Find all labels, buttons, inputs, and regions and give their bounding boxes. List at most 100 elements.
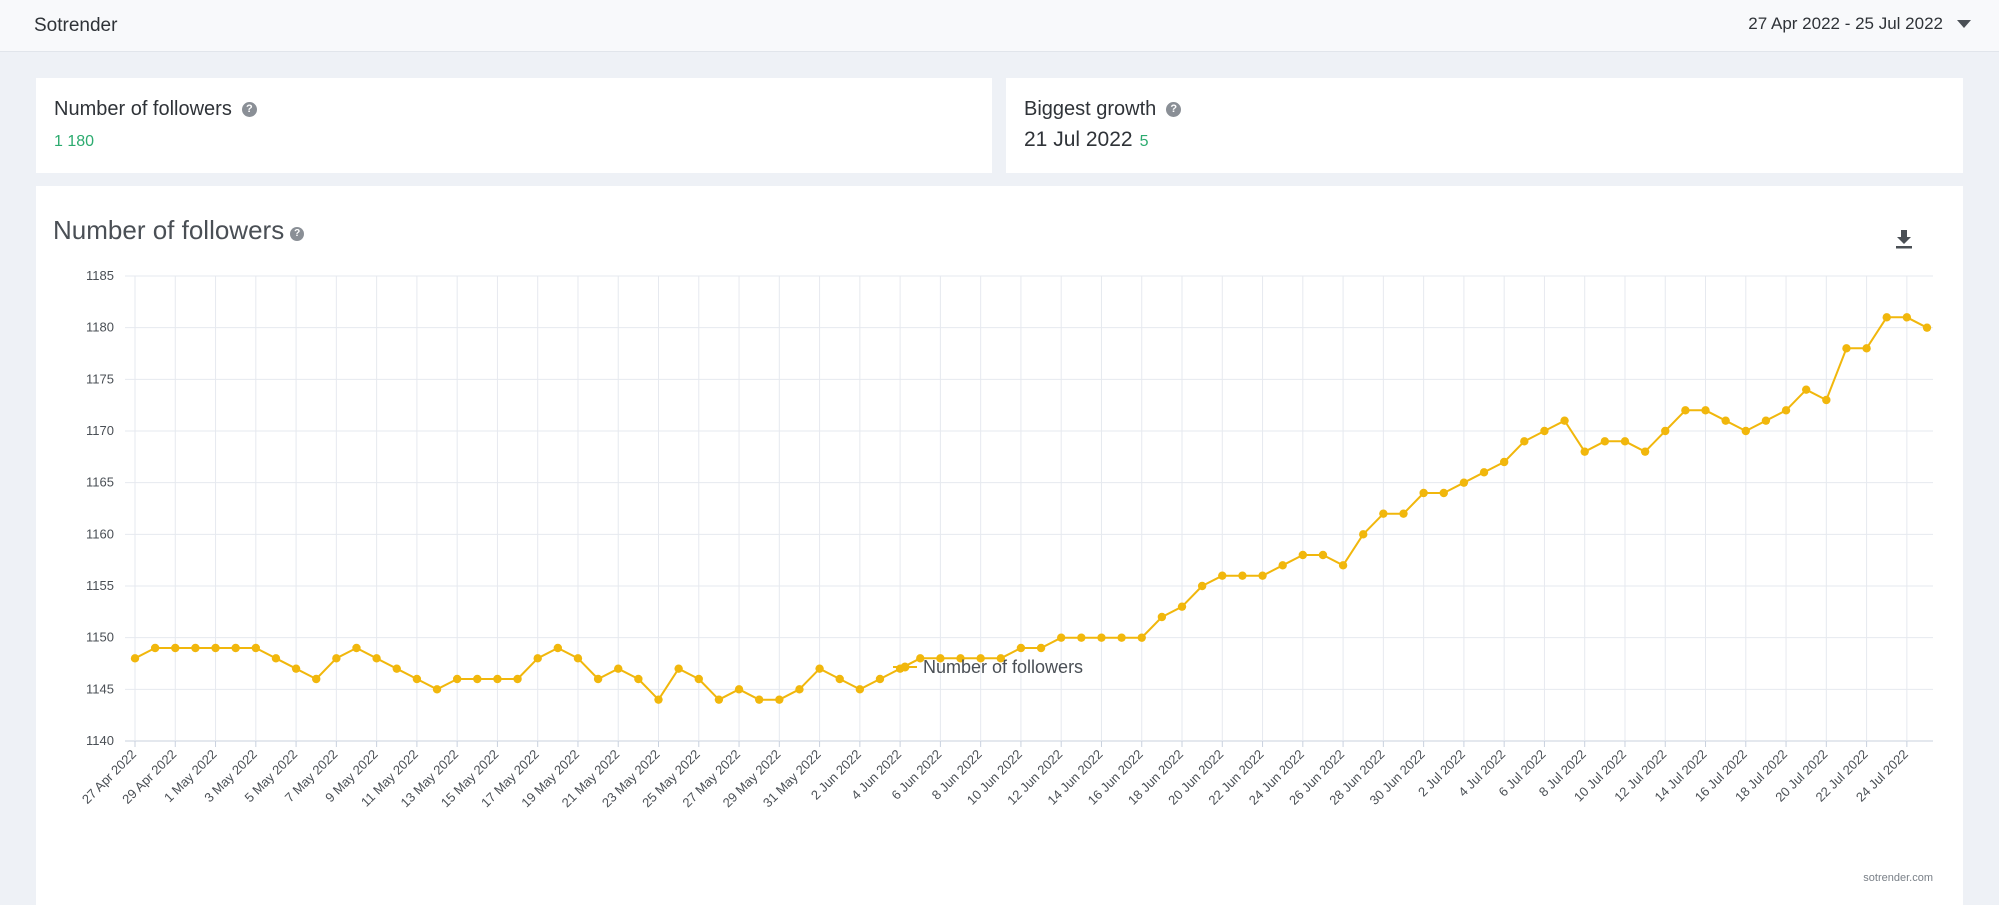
data-point bbox=[1640, 447, 1650, 456]
data-point bbox=[191, 643, 200, 653]
data-point bbox=[1238, 571, 1247, 580]
data-point bbox=[1560, 416, 1569, 425]
data-point bbox=[1721, 416, 1730, 425]
data-point bbox=[1439, 488, 1448, 498]
data-point bbox=[312, 674, 321, 684]
date-range-label: 27 Apr 2022 - 25 Jul 2022 bbox=[1748, 14, 1943, 33]
data-point bbox=[231, 643, 240, 653]
y-tick-label: 1150 bbox=[86, 630, 114, 645]
data-point bbox=[1842, 344, 1851, 353]
chart-title: Number of followers bbox=[53, 215, 285, 245]
data-point bbox=[1761, 416, 1771, 425]
data-point bbox=[1379, 509, 1388, 518]
data-point bbox=[1701, 406, 1710, 415]
data-point bbox=[1338, 561, 1348, 570]
data-point bbox=[573, 654, 583, 663]
data-point bbox=[1580, 447, 1589, 456]
data-point bbox=[352, 643, 361, 653]
y-tick-label: 1155 bbox=[86, 578, 114, 593]
data-point bbox=[1057, 633, 1066, 642]
data-point bbox=[1298, 550, 1308, 560]
data-point bbox=[1137, 633, 1146, 642]
data-point bbox=[855, 685, 865, 694]
data-point bbox=[694, 674, 703, 684]
data-point bbox=[150, 643, 160, 653]
data-point bbox=[1600, 437, 1610, 446]
data-point bbox=[734, 685, 744, 694]
data-point bbox=[332, 654, 341, 663]
data-point bbox=[1117, 633, 1126, 642]
growth-stat-title: Biggest growth bbox=[1024, 98, 1157, 120]
y-tick-label: 1160 bbox=[86, 526, 114, 541]
top-bar: Sotrender 27 Apr 2022 - 25 Jul 2022 bbox=[0, 0, 1999, 52]
growth-delta: 5 bbox=[1139, 133, 1149, 150]
data-point bbox=[171, 643, 180, 653]
data-point bbox=[1419, 488, 1428, 498]
data-point bbox=[130, 654, 140, 663]
followers-line-chart: 1140 1145 1150 1155 1160 1165 1170 1175 1180 1185… bbox=[79, 268, 1933, 810]
y-tick-label: 1175 bbox=[86, 371, 114, 386]
data-point bbox=[372, 654, 381, 663]
growth-stat-value-row: 21 Jul 2022 5 bbox=[1024, 128, 1149, 152]
followers-chart-card: Number of followers ? 1140 1145 1150 1155 11… bbox=[36, 186, 1963, 905]
data-point bbox=[1801, 385, 1811, 394]
y-tick-label: 1140 bbox=[86, 733, 114, 748]
data-point bbox=[1661, 426, 1670, 436]
data-point bbox=[1822, 395, 1831, 405]
data-point bbox=[1499, 457, 1509, 467]
data-point bbox=[392, 664, 401, 673]
data-point bbox=[996, 654, 1005, 663]
brand-name: Sotrender bbox=[34, 15, 118, 36]
data-point bbox=[211, 643, 220, 653]
data-point bbox=[291, 664, 301, 673]
y-tick-label: 1185 bbox=[86, 268, 114, 283]
data-point bbox=[473, 674, 482, 684]
data-point bbox=[271, 654, 281, 663]
data-point bbox=[533, 654, 542, 663]
data-point bbox=[1479, 468, 1489, 477]
data-point bbox=[1359, 530, 1368, 539]
data-point bbox=[875, 674, 885, 684]
data-point bbox=[835, 674, 844, 684]
series-line bbox=[134, 316, 1928, 701]
data-point bbox=[1459, 478, 1469, 487]
legend-marker bbox=[900, 662, 910, 672]
y-tick-label: 1145 bbox=[86, 681, 114, 696]
data-point bbox=[1177, 602, 1187, 611]
growth-stat-title-row: Biggest growth ? bbox=[1024, 98, 1182, 121]
data-point bbox=[1077, 633, 1086, 642]
data-point bbox=[1520, 437, 1529, 446]
data-point bbox=[795, 685, 804, 694]
data-point bbox=[1157, 612, 1167, 622]
date-range-selector[interactable]: 27 Apr 2022 - 25 Jul 2022 bbox=[1748, 14, 1971, 34]
data-point bbox=[1741, 426, 1750, 436]
data-point bbox=[1036, 643, 1046, 653]
data-point bbox=[452, 674, 462, 684]
followers-stat-value: 1 180 bbox=[54, 133, 95, 150]
data-point bbox=[1278, 561, 1287, 570]
followers-stat-card: Number of followers ? 1 180 bbox=[36, 78, 992, 173]
help-icon[interactable]: ? bbox=[1166, 102, 1182, 117]
download-icon[interactable] bbox=[1894, 228, 1914, 250]
data-point bbox=[1318, 550, 1328, 560]
data-point bbox=[1781, 406, 1791, 415]
data-point bbox=[1218, 571, 1227, 580]
data-point bbox=[251, 643, 261, 653]
data-point bbox=[1862, 344, 1871, 353]
data-point bbox=[432, 685, 442, 694]
legend-label: Number of followers bbox=[923, 657, 1083, 677]
followers-stat-title: Number of followers bbox=[54, 98, 232, 120]
data-point bbox=[1197, 581, 1207, 591]
data-point bbox=[956, 654, 965, 663]
data-point bbox=[1258, 571, 1267, 580]
data-point bbox=[1540, 426, 1549, 436]
data-point bbox=[1620, 437, 1630, 446]
help-icon[interactable]: ? bbox=[241, 102, 257, 117]
help-icon[interactable]: ? bbox=[290, 226, 305, 241]
data-point bbox=[412, 674, 422, 684]
chevron-down-icon bbox=[1957, 20, 1971, 28]
growth-stat-card: Biggest growth ? 21 Jul 2022 5 bbox=[1006, 78, 1963, 173]
data-point bbox=[1097, 633, 1106, 642]
data-point bbox=[614, 664, 623, 673]
data-point bbox=[815, 664, 824, 673]
